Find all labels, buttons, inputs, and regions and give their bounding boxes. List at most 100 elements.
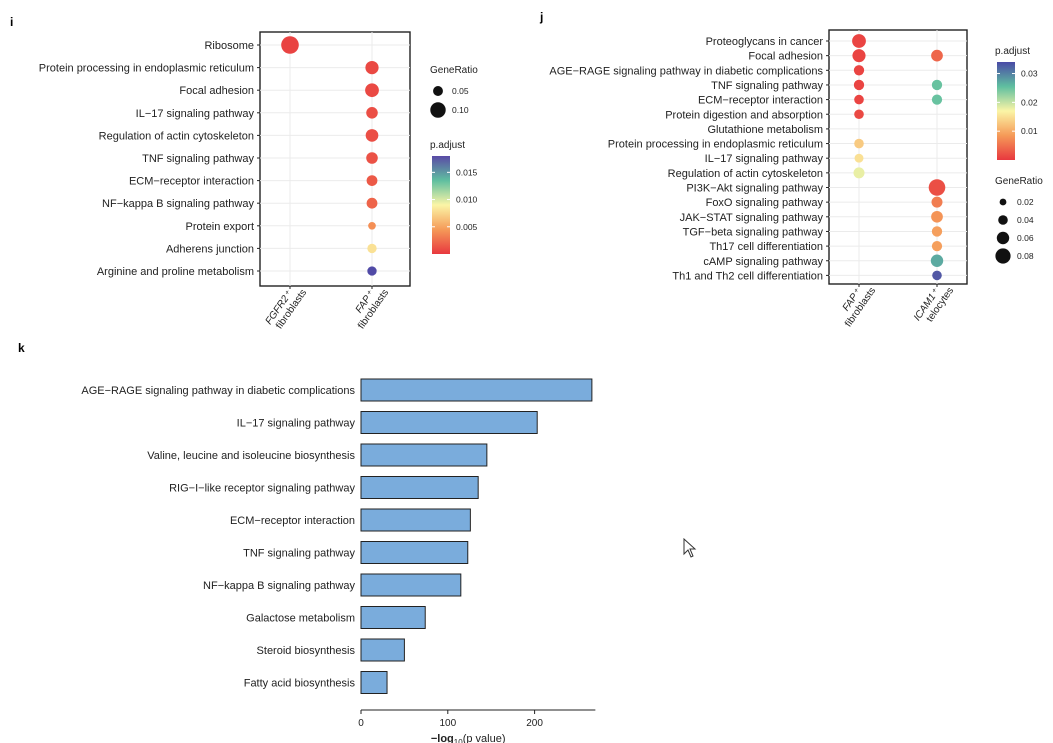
data-point	[366, 107, 378, 119]
data-point	[365, 129, 379, 142]
color-legend-label: 0.03	[1021, 69, 1038, 79]
panel-i-legend: GeneRatio 0.05 0.10 p.adjust 0.005 0.010 0.015	[430, 65, 478, 254]
data-point	[367, 243, 377, 254]
category-label: Regulation of actin cytoskeleton	[668, 168, 823, 180]
bar-category-label: Valine, leucine and isoleucine biosynthe…	[147, 450, 355, 462]
panel-k-x-axis: 0 100 200 −log10(p value)	[358, 709, 596, 743]
size-legend-dot	[430, 102, 446, 118]
color-legend-title: p.adjust	[430, 140, 465, 151]
panel-k-category-labels: AGE−RAGE signaling pathway in diabetic c…	[81, 385, 355, 690]
bar-category-label: AGE−RAGE signaling pathway in diabetic c…	[81, 385, 355, 397]
category-label: cAMP signaling pathway	[703, 256, 823, 268]
panel-i-points	[281, 36, 379, 276]
panel-i-grid	[260, 32, 410, 286]
x-tick-label: 100	[439, 718, 456, 729]
size-legend-dot	[995, 248, 1011, 264]
data-point	[931, 196, 943, 208]
category-label: IL−17 signaling pathway	[705, 153, 824, 165]
x-tick-label: 0	[358, 718, 364, 729]
bar-category-label: Fatty acid biosynthesis	[244, 678, 356, 690]
panel-k-bars	[360, 378, 593, 694]
category-label: IL−17 signaling pathway	[136, 108, 255, 120]
data-point	[931, 240, 943, 252]
data-point	[366, 175, 378, 186]
size-legend-label: 0.05	[452, 86, 469, 96]
data-point	[932, 270, 942, 281]
size-legend-label: 0.10	[452, 105, 469, 115]
category-label: Glutathione metabolism	[707, 124, 823, 136]
color-legend-label: 0.005	[456, 222, 478, 232]
category-label: AGE−RAGE signaling pathway in diabetic c…	[549, 65, 823, 77]
bar-category-label: NF−kappa B signaling pathway	[203, 580, 355, 592]
data-point	[366, 197, 378, 209]
data-point	[928, 179, 946, 196]
category-label: Proteoglycans in cancer	[706, 36, 824, 48]
bar-category-label: IL−17 signaling pathway	[237, 418, 356, 430]
category-label: TNF signaling pathway	[711, 80, 823, 92]
category-label: PI3K−Akt signaling pathway	[686, 183, 823, 195]
size-legend-label: 0.06	[1017, 233, 1034, 243]
category-label: Focal adhesion	[748, 51, 823, 63]
category-label: Protein export	[186, 221, 254, 233]
data-point	[853, 65, 865, 76]
color-legend-bar	[432, 156, 450, 254]
category-label: Focal adhesion	[179, 85, 254, 97]
bar	[360, 541, 469, 564]
x-tick-label: 200	[526, 718, 543, 729]
data-point	[854, 109, 864, 120]
bar	[360, 606, 426, 629]
mouse-cursor-icon	[683, 538, 697, 558]
size-legend-dot	[998, 215, 1008, 225]
data-point	[853, 79, 865, 91]
panel-i-category-labels: Ribosome Protein processing in endoplasmi…	[39, 40, 260, 278]
size-legend-title: GeneRatio	[430, 65, 478, 76]
category-label: FoxO signaling pathway	[706, 197, 824, 209]
data-point	[853, 167, 865, 179]
data-point	[852, 49, 866, 63]
bar	[360, 378, 593, 402]
data-point	[854, 138, 864, 149]
data-point	[931, 79, 943, 91]
bar	[360, 671, 388, 694]
panel-j-plot-frame	[828, 29, 968, 285]
size-legend-dot	[999, 198, 1007, 206]
size-legend-dot	[433, 86, 443, 96]
panel-label-j: j	[539, 10, 543, 24]
panel-j-category-labels: Proteoglycans in cancer Focal adhesion AGE…	[549, 36, 829, 282]
category-label: JAK−STAT signaling pathway	[680, 212, 824, 224]
category-label: TGF−beta signaling pathway	[683, 226, 824, 238]
data-point	[367, 266, 377, 276]
group-label: ICAM1⁺telocytes	[912, 279, 956, 329]
size-legend-label: 0.02	[1017, 197, 1034, 207]
panel-j-group-labels: FAP⁺fibroblasts ICAM1⁺telocytes	[834, 279, 956, 329]
group-label: FGFR2⁺fibroblasts	[264, 281, 310, 333]
panel-label-i: i	[10, 15, 13, 29]
data-point	[854, 94, 864, 105]
category-label: TNF signaling pathway	[142, 153, 254, 165]
data-point	[930, 254, 944, 267]
category-label: Protein digestion and absorption	[665, 109, 823, 121]
data-point	[931, 94, 943, 105]
size-legend-label: 0.08	[1017, 251, 1034, 261]
category-label: Adherens junction	[166, 243, 254, 255]
panel-j-legend: GeneRatio 0.02 0.04 0.06 0.08 p.adjust 0.01 0.0…	[995, 46, 1043, 264]
panel-j-points	[852, 34, 946, 281]
panel-label-k: k	[18, 341, 25, 355]
bar-category-label: Steroid biosynthesis	[257, 645, 356, 657]
group-label: FAP⁺fibroblasts	[834, 279, 878, 329]
size-legend-title: GeneRatio	[995, 176, 1043, 187]
bar-category-label: Galactose metabolism	[246, 613, 355, 625]
data-point	[281, 36, 299, 54]
size-legend-label: 0.04	[1017, 215, 1034, 225]
color-legend-label: 0.02	[1021, 97, 1038, 107]
category-label: ECM−receptor interaction	[129, 176, 254, 188]
color-legend-label: 0.01	[1021, 126, 1038, 136]
group-label: FAP⁺fibroblasts	[347, 281, 391, 331]
data-point	[931, 210, 943, 223]
panel-i-plot-frame	[259, 31, 411, 287]
bar-category-label: ECM−receptor interaction	[230, 515, 355, 527]
color-legend-label: 0.010	[456, 195, 478, 205]
bar	[360, 411, 538, 434]
color-legend-label: 0.015	[456, 167, 478, 177]
